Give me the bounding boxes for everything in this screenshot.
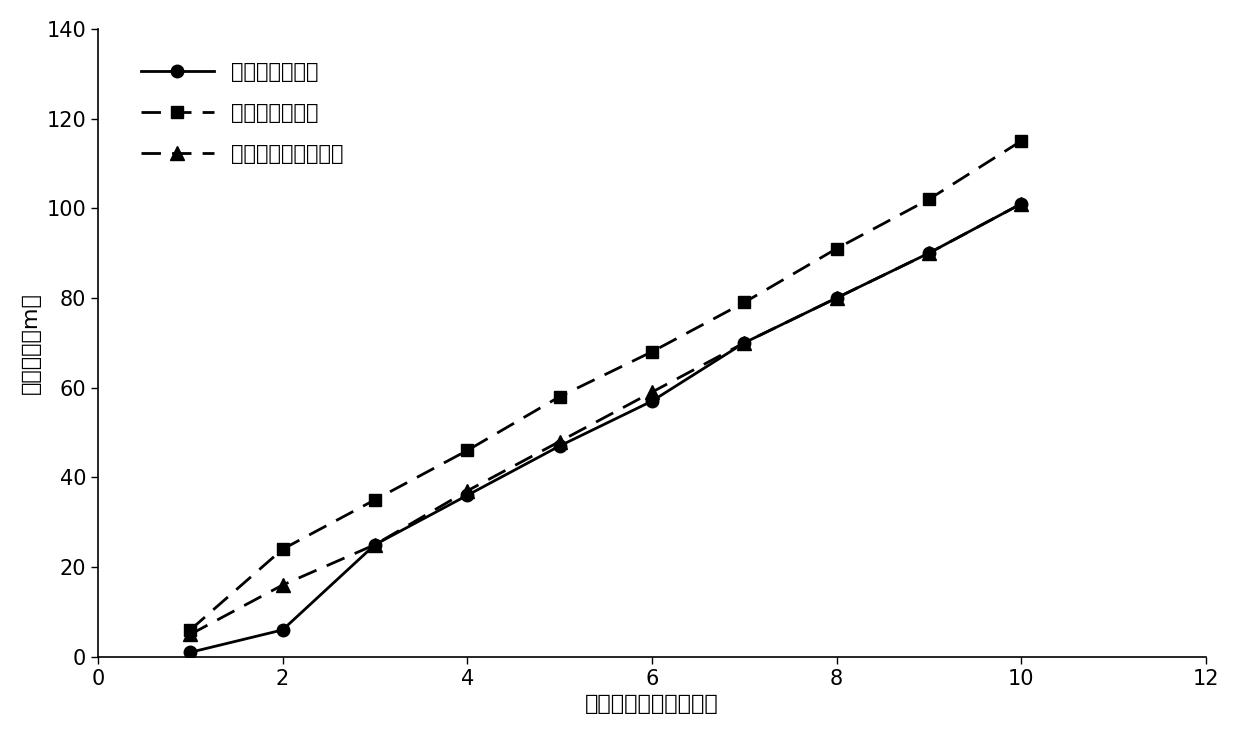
页屹厚度下限值 <box>275 625 290 634</box>
Line: 有效页屹厚度上限值: 有效页屹厚度上限值 <box>184 197 1028 642</box>
Line: 页屹厚度上限值: 页屹厚度上限值 <box>184 135 1028 636</box>
页屹厚度上限值 <box>737 298 751 306</box>
Line: 页屹厚度下限值: 页屹厚度下限值 <box>184 198 1028 659</box>
页屹厚度上限值 <box>367 495 382 504</box>
有效页屹厚度上限值 <box>275 581 290 589</box>
页屹厚度上限值 <box>645 348 660 356</box>
有效页屹厚度上限值 <box>182 630 197 639</box>
页屹厚度下限值 <box>460 491 475 500</box>
有效页屹厚度上限值 <box>552 437 567 446</box>
有效页屹厚度上限值 <box>737 338 751 347</box>
有效页屹厚度上限值 <box>921 248 936 257</box>
有效页屹厚度上限值 <box>460 487 475 495</box>
页屹厚度上限值 <box>182 625 197 634</box>
页屹厚度上限值 <box>552 392 567 401</box>
页屹厚度上限值 <box>1014 137 1029 146</box>
页屹厚度上限值 <box>275 545 290 553</box>
页屹厚度下限值 <box>921 248 936 257</box>
页屹厚度上限值 <box>460 446 475 455</box>
页屹厚度下限值 <box>367 540 382 549</box>
Legend: 页屹厚度下限值, 页屹厚度上限值, 有效页屹厚度上限值: 页屹厚度下限值, 页屹厚度上限值, 有效页屹厚度上限值 <box>130 51 353 174</box>
页屹厚度上限值 <box>830 244 844 253</box>
页屹厚度上限值 <box>921 195 936 204</box>
X-axis label: 加热井布井层数（层）: 加热井布井层数（层） <box>585 694 719 714</box>
页屹厚度下限值 <box>645 397 660 406</box>
页屹厚度下限值 <box>830 293 844 302</box>
页屹厚度下限值 <box>737 338 751 347</box>
页屹厚度下限值 <box>552 442 567 451</box>
有效页屹厚度上限值 <box>830 293 844 302</box>
有效页屹厚度上限值 <box>1014 199 1029 208</box>
有效页屹厚度上限值 <box>645 388 660 397</box>
Y-axis label: 页屹厚度（m）: 页屹厚度（m） <box>21 292 41 394</box>
页屹厚度下限值 <box>1014 199 1029 208</box>
有效页屹厚度上限值 <box>367 540 382 549</box>
页屹厚度下限值 <box>182 648 197 657</box>
